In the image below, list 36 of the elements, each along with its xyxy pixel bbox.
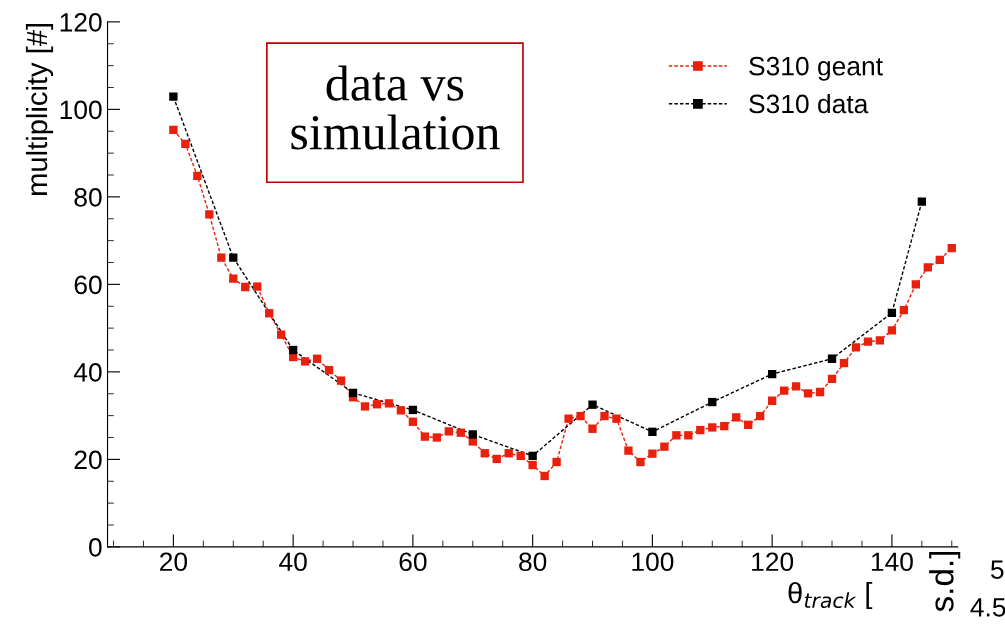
point: [708, 397, 717, 407]
point: [887, 308, 897, 317]
point: [528, 451, 537, 461]
y-tick-label: 120: [60, 13, 102, 32]
y-tick-label: 0: [89, 538, 102, 557]
point: [588, 400, 597, 409]
text: 4.5: [970, 598, 1005, 617]
y-tick-label: 60: [74, 275, 102, 295]
annotation: data vs simulation: [291, 65, 500, 150]
x-tick-label: 80: [519, 552, 547, 572]
point: [827, 354, 837, 363]
y-tick-label: 40: [73, 363, 102, 382]
point: [648, 427, 657, 436]
y-tick-label: 100: [60, 100, 102, 120]
y-tick-label: 80: [74, 188, 102, 207]
point: [288, 345, 298, 355]
point: [348, 388, 358, 398]
y-tick-label: 20: [74, 450, 102, 470]
text: 5: [990, 560, 1004, 579]
x-tick-label: 20: [160, 552, 188, 572]
text: s.d.]: [929, 551, 961, 612]
point: [169, 92, 178, 101]
point: [767, 369, 777, 379]
point: [229, 253, 238, 262]
x-tick-label: 120: [752, 552, 794, 572]
x-axis-title: θ$_{track}$ [: [788, 581, 873, 610]
x-tick-label: 100: [632, 552, 674, 572]
legend-label: S310 geant: [749, 56, 883, 81]
point: [408, 405, 418, 415]
x-tick-label: 60: [399, 552, 427, 572]
y-axis-title: multiplicity [#]: [25, 23, 54, 195]
point: [917, 197, 927, 206]
x-tick-label: 140: [871, 552, 913, 572]
x-tick-label: 40: [279, 552, 307, 572]
legend-label: S310 data: [749, 93, 869, 114]
point: [468, 430, 477, 439]
